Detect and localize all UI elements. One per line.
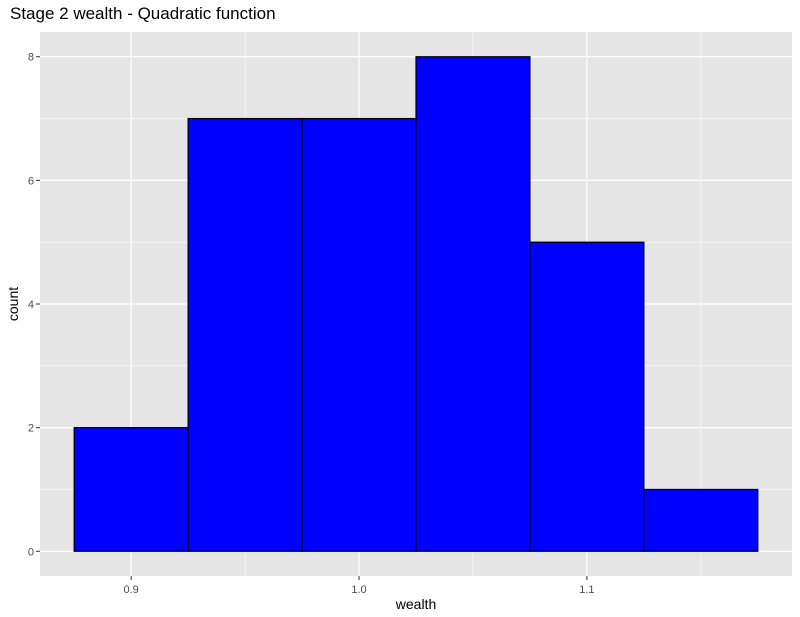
x-axis-title: wealth: [395, 596, 436, 612]
histogram-bar-2: [187, 117, 303, 552]
y-tick-label: 2: [28, 423, 34, 435]
histogram-bar-4: [415, 56, 531, 552]
y-tick-label: 0: [28, 546, 34, 558]
chart-title: Stage 2 wealth - Quadratic function: [10, 4, 276, 23]
x-axis: 0.9 1.0 1.1: [124, 576, 595, 596]
y-axis-title: count: [5, 287, 21, 321]
histogram-bar-3: [301, 117, 417, 552]
y-tick-label: 8: [28, 52, 34, 64]
histogram-bar-5: [529, 241, 645, 552]
x-tick-label: 1.0: [351, 584, 366, 596]
y-axis: 0 2 4 6 8: [28, 52, 40, 558]
histogram-bar-1: [73, 427, 189, 552]
x-tick-label: 0.9: [124, 584, 139, 596]
y-tick-label: 4: [28, 299, 34, 311]
histogram-bars: [73, 56, 759, 552]
y-tick-label: 6: [28, 175, 34, 187]
histogram-bar-6: [643, 488, 759, 552]
x-tick-label: 1.1: [579, 584, 594, 596]
